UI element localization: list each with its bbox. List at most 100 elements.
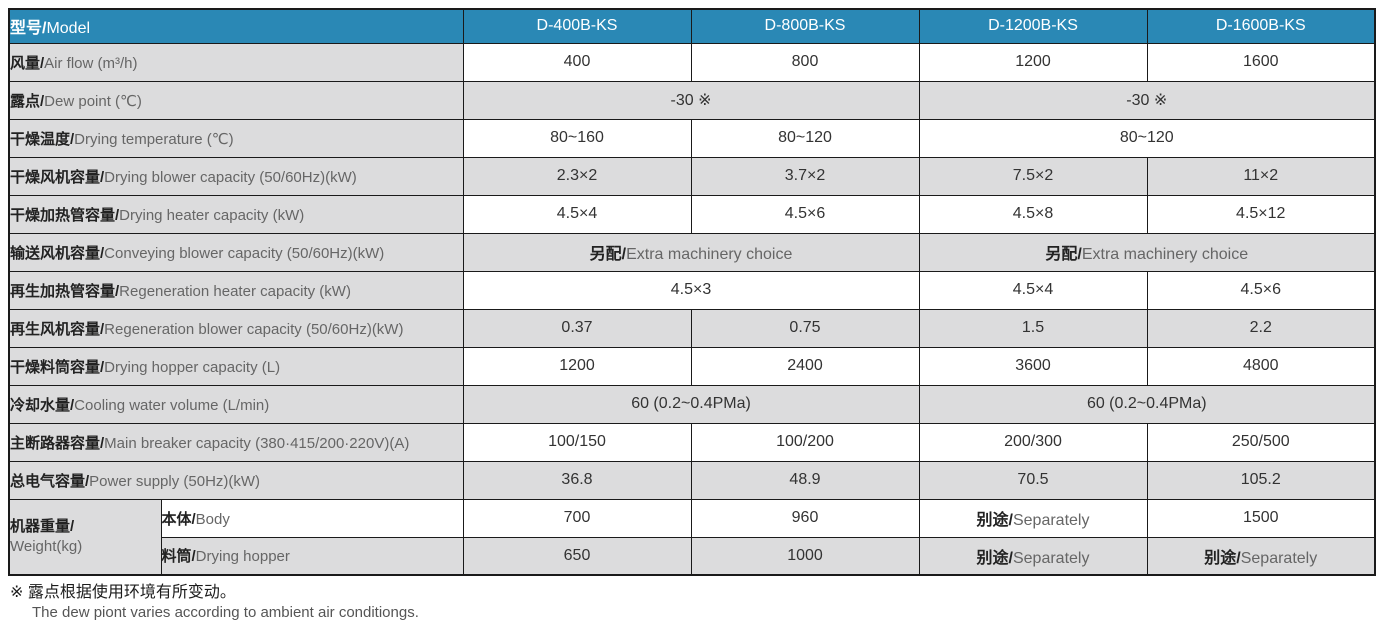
value-cell: 0.37 [462,308,692,348]
value-cell: 4800 [1146,346,1376,386]
value-cell: 70.5 [918,460,1148,500]
value-cell: 700 [462,498,692,538]
value-en: Separately [1012,512,1090,529]
value-cell: 48.9 [690,460,920,500]
row-drying-blower-capacity: 干燥风机容量/Drying blower capacity (50/60Hz)(… [8,156,1376,196]
row-label-zh: 干燥料筒容量/ [10,358,105,376]
value-en: Extra machinery choice [626,246,793,263]
row-label-zh: 输送风机容量/ [10,244,105,262]
model-name-d1600: D-1600B-KS [1146,8,1376,44]
value-cell: 250/500 [1146,422,1376,462]
value-cell: 11×2 [1146,156,1376,196]
row-label-en: Main breaker capacity (380·415/200·220V)… [104,434,410,452]
weight-label-zh: 机器重量/ [10,517,75,535]
value-cell: 4.5×4 [462,194,692,234]
value-cell: 100/150 [462,422,692,462]
value-cell: 2400 [690,346,920,386]
row-label-en: Regeneration blower capacity (50/60Hz)(k… [104,320,404,338]
value-en: Separately [1012,549,1090,567]
value-cell: 2.2 [1146,308,1376,348]
row-power-supply: 总电气容量/Power supply (50Hz)(kW) 36.8 48.9 … [8,460,1376,500]
footnote: ※ 露点根据使用环境有所变动。 The dew piont varies acc… [8,583,1374,623]
value-cell: 60 (0.2~0.4PMa) [918,384,1376,424]
row-drying-hopper-capacity: 干燥料筒容量/Drying hopper capacity (L) 1200 2… [8,346,1376,386]
value-cell: 别途/Separately [918,536,1148,576]
row-cooling-water-volume: 冷却水量/Cooling water volume (L/min) 60 (0.… [8,384,1376,424]
row-weight-drying-hopper: 料筒/Drying hopper 650 1000 别途/Separately … [9,536,1376,576]
value-cell: 650 [462,536,692,576]
value-zh: 别途/ [1204,549,1241,567]
value-cell: 200/300 [918,422,1148,462]
value-cell: 36.8 [462,460,692,500]
row-label-zh: 冷却水量/ [10,396,75,414]
row-label-en: Drying heater capacity (kW) [119,206,305,224]
value-zh: 另配/ [589,246,627,263]
row-label-en: Regeneration heater capacity (kW) [119,282,351,300]
sublabel-zh: 本体/ [161,510,196,528]
footnote-line-en: The dew piont varies according to ambien… [32,604,419,621]
value-cell: 1200 [462,346,692,386]
value-cell: 2.3×2 [462,156,692,196]
row-label: 输送风机容量/Conveying blower capacity (50/60H… [8,232,464,272]
row-weight-body: 机器重量/ Weight(kg) 本体/Body 700 960 别途/Sepa… [8,498,1376,576]
value-cell: 4.5×12 [1146,194,1376,234]
row-label-en: Drying temperature (℃) [74,130,234,148]
row-label: 主断路器容量/Main breaker capacity (380·415/20… [8,422,464,462]
row-label-en: Cooling water volume (L/min) [74,396,270,414]
value-cell: 1600 [1146,42,1376,82]
weight-sublabel-hopper: 料筒/Drying hopper [160,536,464,576]
row-label-en: Conveying blower capacity (50/60Hz)(kW) [104,244,385,262]
weight-group-label: 机器重量/ Weight(kg) [8,498,162,576]
row-dew-point: 露点/Dew point (℃) -30 ※ -30 ※ [8,80,1376,120]
row-regeneration-heater-capacity: 再生加热管容量/Regeneration heater capacity (kW… [8,270,1376,310]
sublabel-zh: 料筒/ [161,548,196,566]
row-label: 干燥风机容量/Drying blower capacity (50/60Hz)(… [8,156,464,196]
value-cell: 4.5×4 [918,270,1148,310]
value-cell: -30 ※ [918,80,1376,120]
model-name-d1200: D-1200B-KS [918,8,1148,44]
value-cell: 1500 [1146,498,1376,538]
row-label-zh: 再生加热管容量/ [10,282,120,300]
row-label-zh: 总电气容量/ [10,472,90,490]
value-cell: 3600 [918,346,1148,386]
model-name-d400: D-400B-KS [462,8,692,44]
value-zh: 另配/ [1045,246,1082,263]
value-cell: 80~120 [918,118,1376,158]
row-label: 露点/Dew point (℃) [8,80,464,120]
value-cell: 别途/Separately [918,498,1148,538]
value-cell: 3.7×2 [690,156,920,196]
value-cell: 1200 [918,42,1148,82]
value-cell: 4.5×6 [1146,270,1376,310]
sublabel-en: Drying hopper [195,548,290,566]
row-label-en: Power supply (50Hz)(kW) [89,472,261,490]
row-label-en: Dew point (℃) [44,92,142,110]
row-regeneration-blower-capacity: 再生风机容量/Regeneration blower capacity (50/… [8,308,1376,348]
value-cell: 另配/Extra machinery choice [462,232,920,272]
row-main-breaker-capacity: 主断路器容量/Main breaker capacity (380·415/20… [8,422,1376,462]
value-cell: 0.75 [690,308,920,348]
value-en: Extra machinery choice [1081,246,1249,263]
row-label-en: Air flow (m³/h) [44,54,138,72]
row-label-en: Drying hopper capacity (L) [104,358,281,376]
value-cell: 4.5×8 [918,194,1148,234]
model-header-label-en: Model [46,20,91,38]
row-drying-heater-capacity: 干燥加热管容量/Drying heater capacity (kW) 4.5×… [8,194,1376,234]
value-zh: 别途/ [976,512,1013,529]
value-cell: 7.5×2 [918,156,1148,196]
row-label-zh: 干燥加热管容量/ [10,206,120,224]
row-label: 冷却水量/Cooling water volume (L/min) [8,384,464,424]
value-cell: 800 [690,42,920,82]
weight-label-en: Weight(kg) [10,537,83,555]
value-cell: 4.5×6 [690,194,920,234]
value-cell: 100/200 [690,422,920,462]
model-name-d800: D-800B-KS [690,8,920,44]
model-header-label: 型号/Model [8,8,464,44]
row-label-zh: 风量/ [10,54,45,72]
value-cell: 另配/Extra machinery choice [918,232,1376,272]
weight-sublabel-body: 本体/Body [160,498,464,538]
model-header-label-zh: 型号/ [10,20,47,38]
value-cell: 960 [690,498,920,538]
sublabel-en: Body [195,510,230,528]
value-cell: 60 (0.2~0.4PMa) [462,384,920,424]
row-label-zh: 露点/ [10,92,45,110]
